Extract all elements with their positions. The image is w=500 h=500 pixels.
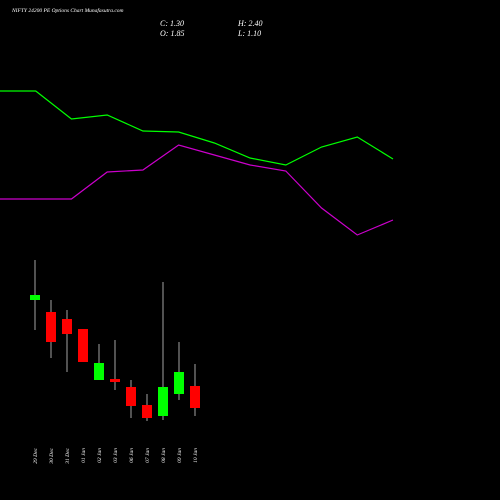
candle-body bbox=[190, 386, 200, 408]
x-tick-label: 29 Dec bbox=[33, 447, 39, 463]
line-series bbox=[0, 144, 394, 236]
x-tick-label: 10 Jan bbox=[193, 448, 199, 463]
x-tick-label: 08 Jan bbox=[161, 448, 167, 463]
line-series bbox=[0, 90, 394, 166]
ohlc-label: H: 2.40 bbox=[237, 19, 262, 28]
candle-body bbox=[174, 372, 184, 394]
x-tick-label: 06 Jan bbox=[129, 448, 135, 463]
candle-body bbox=[94, 363, 104, 380]
candle-body bbox=[142, 405, 152, 418]
candle-body bbox=[30, 295, 40, 300]
ohlc-label: O: 1.85 bbox=[160, 29, 184, 38]
candle-body bbox=[126, 387, 136, 406]
candle-body bbox=[110, 379, 120, 382]
candle-body bbox=[46, 312, 56, 342]
ohlc-label: L: 1.10 bbox=[237, 29, 261, 38]
x-tick-label: 07 Jan bbox=[145, 448, 151, 463]
x-tick-label: 30 Dec bbox=[49, 447, 55, 464]
x-tick-label: 02 Jan bbox=[97, 448, 103, 463]
x-tick-label: 09 Jan bbox=[177, 448, 183, 463]
ohlc-label: C: 1.30 bbox=[160, 19, 184, 28]
chart-title: NIFTY 24200 PE Options Chart Munafasutra… bbox=[11, 7, 124, 14]
candle-body bbox=[62, 319, 72, 334]
candle-body bbox=[78, 329, 88, 362]
x-tick-label: 01 Jan bbox=[81, 448, 87, 463]
x-tick-label: 31 Dec bbox=[65, 447, 71, 464]
x-tick-label: 03 Jan bbox=[113, 448, 119, 463]
candle-body bbox=[158, 387, 168, 416]
